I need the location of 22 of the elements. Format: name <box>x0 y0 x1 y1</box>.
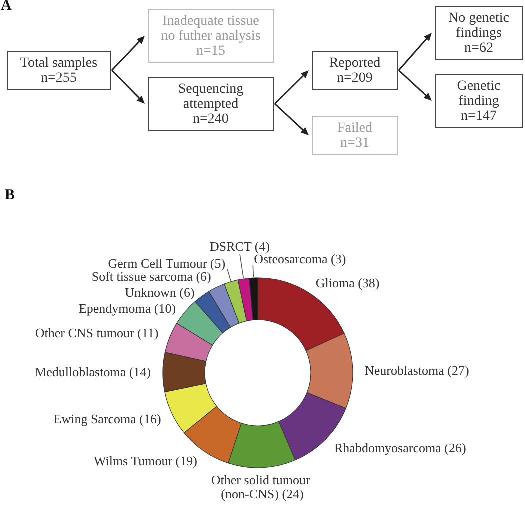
slice-label: Soft tissue sarcoma (6) <box>92 269 212 284</box>
slice-label: Unknown (6) <box>125 285 195 300</box>
slice-label: Germ Cell Tumour (5) <box>108 256 226 271</box>
chart-title: B <box>5 188 16 204</box>
text: Total samples n=255 <box>20 56 98 86</box>
text: Reported n=209 <box>329 56 381 86</box>
slice-label: Ewing Sarcoma (16) <box>54 411 162 426</box>
slice-label: Other solid tumour (non-CNS) (24) <box>211 472 314 502</box>
text: A <box>1 0 12 15</box>
text: Sequencing attempted n=240 <box>178 82 244 126</box>
slice-label: Rhabdomyosarcoma (26) <box>334 440 466 456</box>
text: Genetic finding n=147 <box>457 78 501 124</box>
slice-label: Ependymoma (10) <box>78 301 176 316</box>
slice-label: Medulloblastoma (14) <box>35 364 152 380</box>
slice-label: Glioma (38) <box>316 275 380 290</box>
text: Inadequate tissue no futher analysis n=15 <box>161 14 261 58</box>
text: No genetic findings n=62 <box>448 10 510 56</box>
text: Failed n=31 <box>338 120 372 150</box>
slice-label: Other CNS tumour (11) <box>35 325 159 340</box>
slice-label: Wilms Tumour (19) <box>94 454 198 469</box>
slice-label: DSRCT (4) <box>210 238 270 254</box>
slice-label: Neuroblastoma (27) <box>364 363 470 378</box>
